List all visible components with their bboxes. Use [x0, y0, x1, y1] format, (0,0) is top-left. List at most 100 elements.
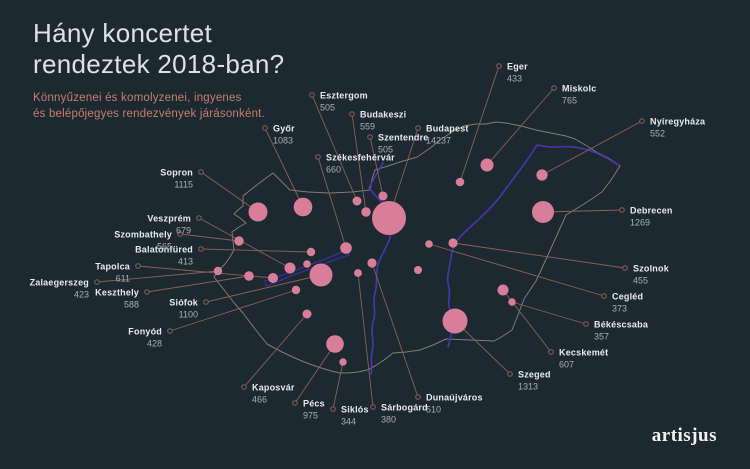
- city-bubble: [480, 158, 494, 172]
- city-value: 1115: [174, 180, 193, 190]
- city-value: 466: [252, 395, 267, 405]
- city-value: 552: [650, 129, 665, 139]
- city-value: 344: [341, 417, 356, 427]
- leader-line: [454, 320, 511, 375]
- leader-line: [459, 65, 500, 183]
- city-bubble: [372, 201, 406, 235]
- city-value: 679: [176, 226, 191, 236]
- leader-line: [357, 272, 374, 408]
- district-bubble: [303, 260, 311, 268]
- city-label: Zalaegerszeg: [30, 278, 89, 288]
- header: Hány koncertet rendeztek 2018-ban? Könny…: [33, 18, 284, 122]
- leader-line: [371, 262, 419, 398]
- city-value: 1269: [630, 218, 650, 228]
- city-label: Debrecen: [630, 206, 673, 216]
- city-label: Sopron: [160, 168, 193, 178]
- label-ring: [496, 63, 502, 69]
- label-ring: [203, 299, 209, 305]
- lake-balaton: [264, 249, 350, 287]
- city-label: Budakeszi: [360, 110, 406, 120]
- city-bubble: [284, 262, 296, 274]
- label-ring: [292, 400, 298, 406]
- city-label: Nyíregyháza: [650, 117, 706, 127]
- leader-line: [264, 127, 304, 208]
- label-ring: [167, 328, 173, 334]
- label-ring: [315, 154, 321, 160]
- city-label: Szentendre: [378, 133, 429, 143]
- leader-line: [243, 313, 308, 388]
- city-value: 660: [326, 165, 341, 175]
- city-bubble: [248, 202, 268, 222]
- label-ring: [370, 404, 376, 410]
- label-ring: [415, 125, 421, 131]
- city-value: 510: [426, 405, 441, 415]
- city-label: Győr: [273, 124, 295, 134]
- city-value: 14237: [426, 136, 451, 146]
- city-value: 1083: [273, 136, 293, 146]
- city-bubble: [213, 266, 223, 276]
- label-ring: [135, 263, 141, 269]
- city-value: 975: [303, 411, 318, 421]
- city-label: Budapest: [426, 124, 469, 134]
- label-ring: [196, 215, 202, 221]
- district-bubble: [414, 266, 422, 274]
- city-value: 611: [116, 274, 130, 284]
- leader-line: [311, 94, 358, 202]
- city-label: Szolnok: [633, 264, 670, 274]
- city-value: 607: [559, 360, 574, 370]
- leader-line: [179, 233, 240, 242]
- river-tisza: [446, 144, 619, 348]
- city-bubble: [234, 236, 244, 246]
- city-bubble: [378, 191, 388, 201]
- city-value: 433: [507, 74, 522, 84]
- label-ring: [309, 92, 315, 98]
- label-ring: [583, 321, 589, 327]
- label-ring: [241, 384, 247, 390]
- page-title: Hány koncertet rendeztek 2018-ban?: [33, 18, 284, 80]
- subtitle-line-2: és belépőjegyes rendezvények járásonként…: [33, 108, 265, 120]
- city-bubble: [340, 242, 352, 254]
- page-subtitle: Könnyűzenei és komolyzenei, ingyenes és …: [33, 90, 284, 122]
- label-ring: [349, 111, 355, 117]
- city-bubble: [532, 201, 554, 223]
- city-label: Tapolca: [95, 262, 131, 272]
- artisjus-logo: artisjus: [651, 425, 717, 446]
- city-bubble: [309, 263, 333, 287]
- label-ring: [262, 125, 268, 131]
- label-ring: [415, 394, 421, 400]
- city-label: Balatonfüred: [135, 245, 193, 255]
- city-value: 455: [633, 276, 648, 286]
- subtitle-line-1: Könnyűzenei és komolyzenei, ingyenes: [33, 92, 242, 104]
- label-ring: [601, 293, 607, 299]
- leader-line: [511, 301, 587, 325]
- city-label: Miskolc: [562, 84, 596, 94]
- city-value: 565: [157, 242, 172, 252]
- label-ring: [548, 349, 554, 355]
- city-value: 380: [381, 415, 396, 425]
- title-line-1: Hány koncertet: [33, 18, 213, 48]
- city-label: Cegléd: [612, 292, 643, 302]
- city-bubble: [244, 271, 254, 281]
- label-ring: [144, 289, 150, 295]
- city-value: 428: [147, 339, 162, 349]
- label-ring: [622, 265, 628, 271]
- leader-line: [452, 242, 626, 269]
- label-ring: [619, 207, 625, 213]
- city-bubble: [306, 247, 316, 257]
- city-bubble: [425, 240, 433, 248]
- label-ring: [507, 371, 513, 377]
- label-ring: [639, 118, 645, 124]
- leader-line: [542, 209, 623, 213]
- city-value: 423: [74, 290, 89, 300]
- city-bubble: [536, 169, 548, 181]
- city-label: Sárbogárd: [381, 403, 428, 413]
- leader-line: [294, 343, 336, 404]
- city-label: Békéscsaba: [594, 320, 649, 330]
- city-label: Dunaújváros: [426, 393, 483, 403]
- city-label: Keszthely: [95, 288, 139, 298]
- leader-line: [205, 274, 322, 303]
- city-label: Eger: [507, 62, 528, 72]
- label-ring: [551, 85, 557, 91]
